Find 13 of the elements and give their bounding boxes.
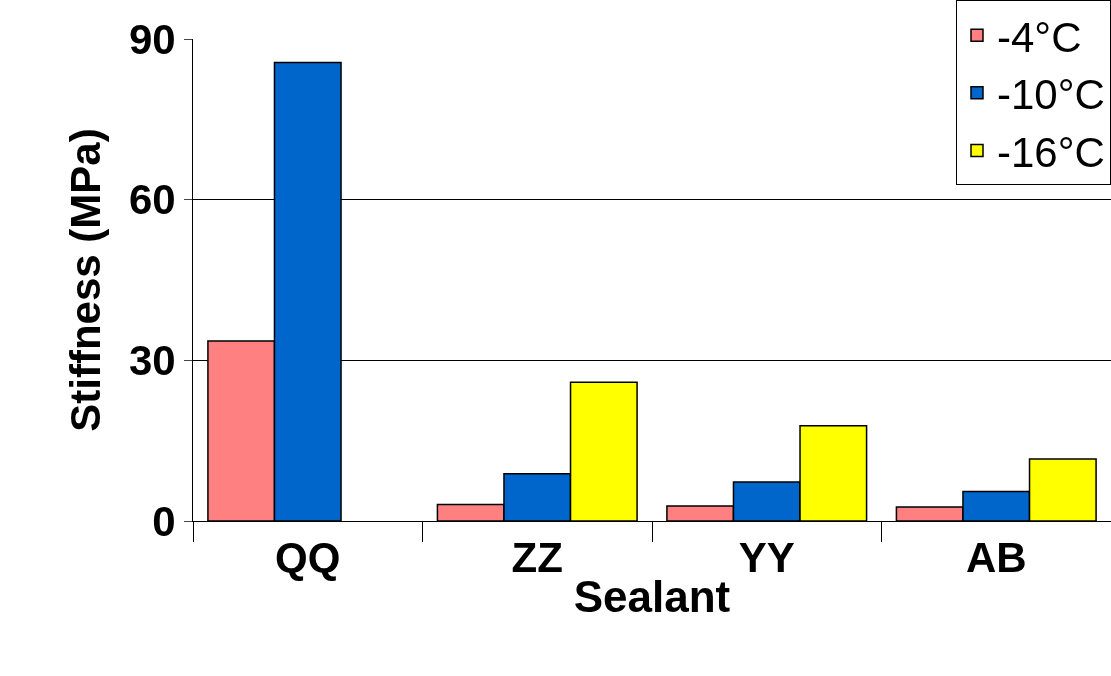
legend-label: -4°C	[997, 13, 1082, 61]
x-tick-label: ZZ	[511, 534, 563, 582]
x-tick-label: YY	[738, 534, 795, 582]
legend-label: -16°C	[997, 128, 1105, 176]
x-tick-label: QQ	[275, 534, 341, 582]
x-tick-label: AB	[965, 534, 1027, 582]
legend-label: -10°C	[997, 71, 1105, 119]
x-axis-title: Sealant	[573, 571, 731, 621]
y-axis-title: Stiffness (MPa)	[61, 128, 109, 432]
y-tick-label: 0	[152, 497, 176, 545]
y-tick-label: 90	[128, 15, 176, 63]
y-tick-label: 60	[128, 176, 176, 224]
y-tick-label: 30	[128, 337, 176, 385]
